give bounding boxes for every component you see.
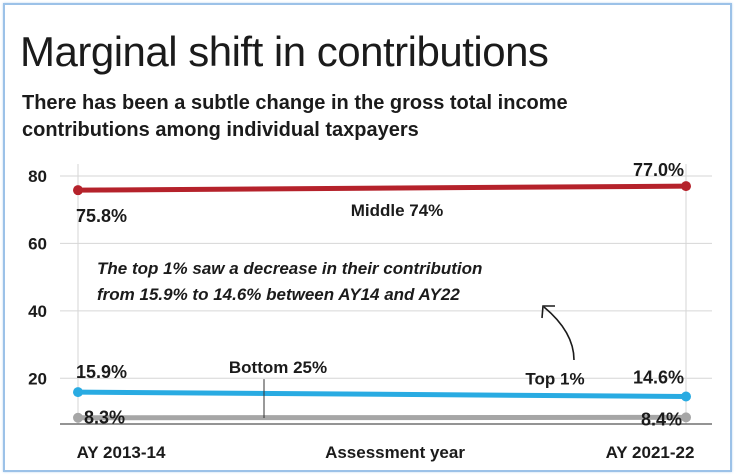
y-tick-label-40: 40 [28,302,47,321]
chart-title: Marginal shift in contributions [20,28,549,75]
annotation-line-1: The top 1% saw a decrease in their contr… [97,259,482,278]
x-tick-label-2013: AY 2013-14 [77,443,166,462]
annotation-line-2: from 15.9% to 14.6% between AY14 and AY2… [97,285,460,304]
data-label-bottom-0: 8.3% [84,408,125,428]
data-label-middle-1: 77.0% [633,160,684,180]
data-label-middle-0: 75.8% [76,206,127,226]
point-bottom-1 [681,412,691,423]
chart-subtitle: There has been a subtle change in the gr… [22,92,568,141]
y-tick-label-80: 80 [28,167,47,186]
x-tick-label-2021: AY 2021-22 [606,443,695,462]
data-label-top-0: 15.9% [76,362,127,382]
point-top-1 [681,391,691,402]
series-line-top [75,389,689,399]
annotation-arrowhead [541,305,555,319]
data-label-bottom-1: 8.4% [641,409,682,429]
series-name-top: Top 1% [525,369,584,388]
y-tick-label-20: 20 [28,369,47,388]
annotation-arrow [543,306,575,361]
data-label-top-1: 14.6% [633,367,684,387]
y-axis: 20 40 60 80 [28,167,47,388]
point-middle-0 [73,185,83,196]
point-top-0 [73,387,83,398]
point-bottom-0 [73,412,83,423]
series-name-bottom: Bottom 25% [229,358,327,377]
series-layer [73,181,691,423]
series-line-middle [75,183,689,193]
grid-lines [60,164,712,425]
x-axis-title: Assessment year [325,443,465,462]
data-labels-layer: 75.8% 77.0% 15.9% 14.6% 8.3% 8.4% [76,160,684,429]
y-tick-label-60: 60 [28,234,47,253]
point-middle-1 [681,181,691,192]
series-name-middle: Middle 74% [351,201,444,220]
